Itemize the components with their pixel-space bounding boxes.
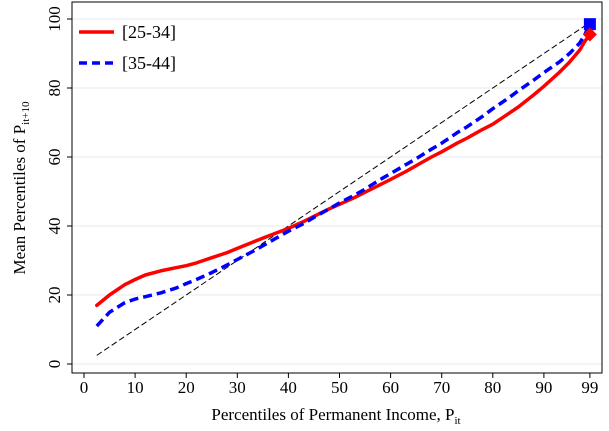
y-tick-label-0: 0 [45, 360, 64, 369]
x-tick-label-40: 40 [280, 378, 297, 397]
y-tick-label-60: 60 [45, 149, 64, 166]
series-line-25-34 [95, 32, 592, 308]
reference-line [96, 22, 591, 356]
x-tick-label-20: 20 [178, 378, 195, 397]
x-tick-label-0: 0 [80, 378, 89, 397]
end-marker-25-34 [582, 27, 597, 42]
legend: [25-34] [35-44] [79, 22, 176, 73]
x-tick-label-60: 60 [382, 378, 399, 397]
legend-label-25-34: [25-34] [122, 22, 176, 42]
x-tick-label-90: 90 [535, 378, 552, 397]
x-axis-title-subscript: it [455, 415, 461, 427]
legend-label-35-44: [35-44] [122, 53, 176, 73]
x-tick-label-30: 30 [229, 378, 246, 397]
x-tick-label-50: 50 [331, 378, 348, 397]
y-axis-title-main: Mean Percentiles of P [10, 125, 29, 275]
y-tick-label-40: 40 [45, 218, 64, 235]
end-marker-35-44 [583, 18, 596, 31]
grid-lines [72, 18, 602, 365]
series-line-35-44 [95, 23, 592, 328]
y-axis-title: Mean Percentiles of Pit+10 [10, 101, 32, 274]
x-tick-label-99: 99 [581, 378, 598, 397]
x-axis-title: Percentiles of Permanent Income, Pit [211, 405, 460, 427]
y-tick-label-20: 20 [45, 287, 64, 304]
axes: 0 10 20 30 40 50 60 70 80 90 99 0 20 40 60 80 100 [45, 6, 598, 397]
x-tick-label-80: 80 [484, 378, 501, 397]
plot-frame [71, 1, 603, 374]
x-tick-label-10: 10 [127, 378, 144, 397]
x-axis-title-main: Percentiles of Permanent Income, P [211, 405, 454, 424]
y-tick-label-100: 100 [45, 6, 64, 32]
y-axis-title-subscript: it+10 [20, 101, 32, 125]
reference-diagonal-line [96, 22, 591, 356]
x-tick-label-70: 70 [433, 378, 450, 397]
y-tick-label-80: 80 [45, 80, 64, 97]
series-group [95, 18, 597, 328]
